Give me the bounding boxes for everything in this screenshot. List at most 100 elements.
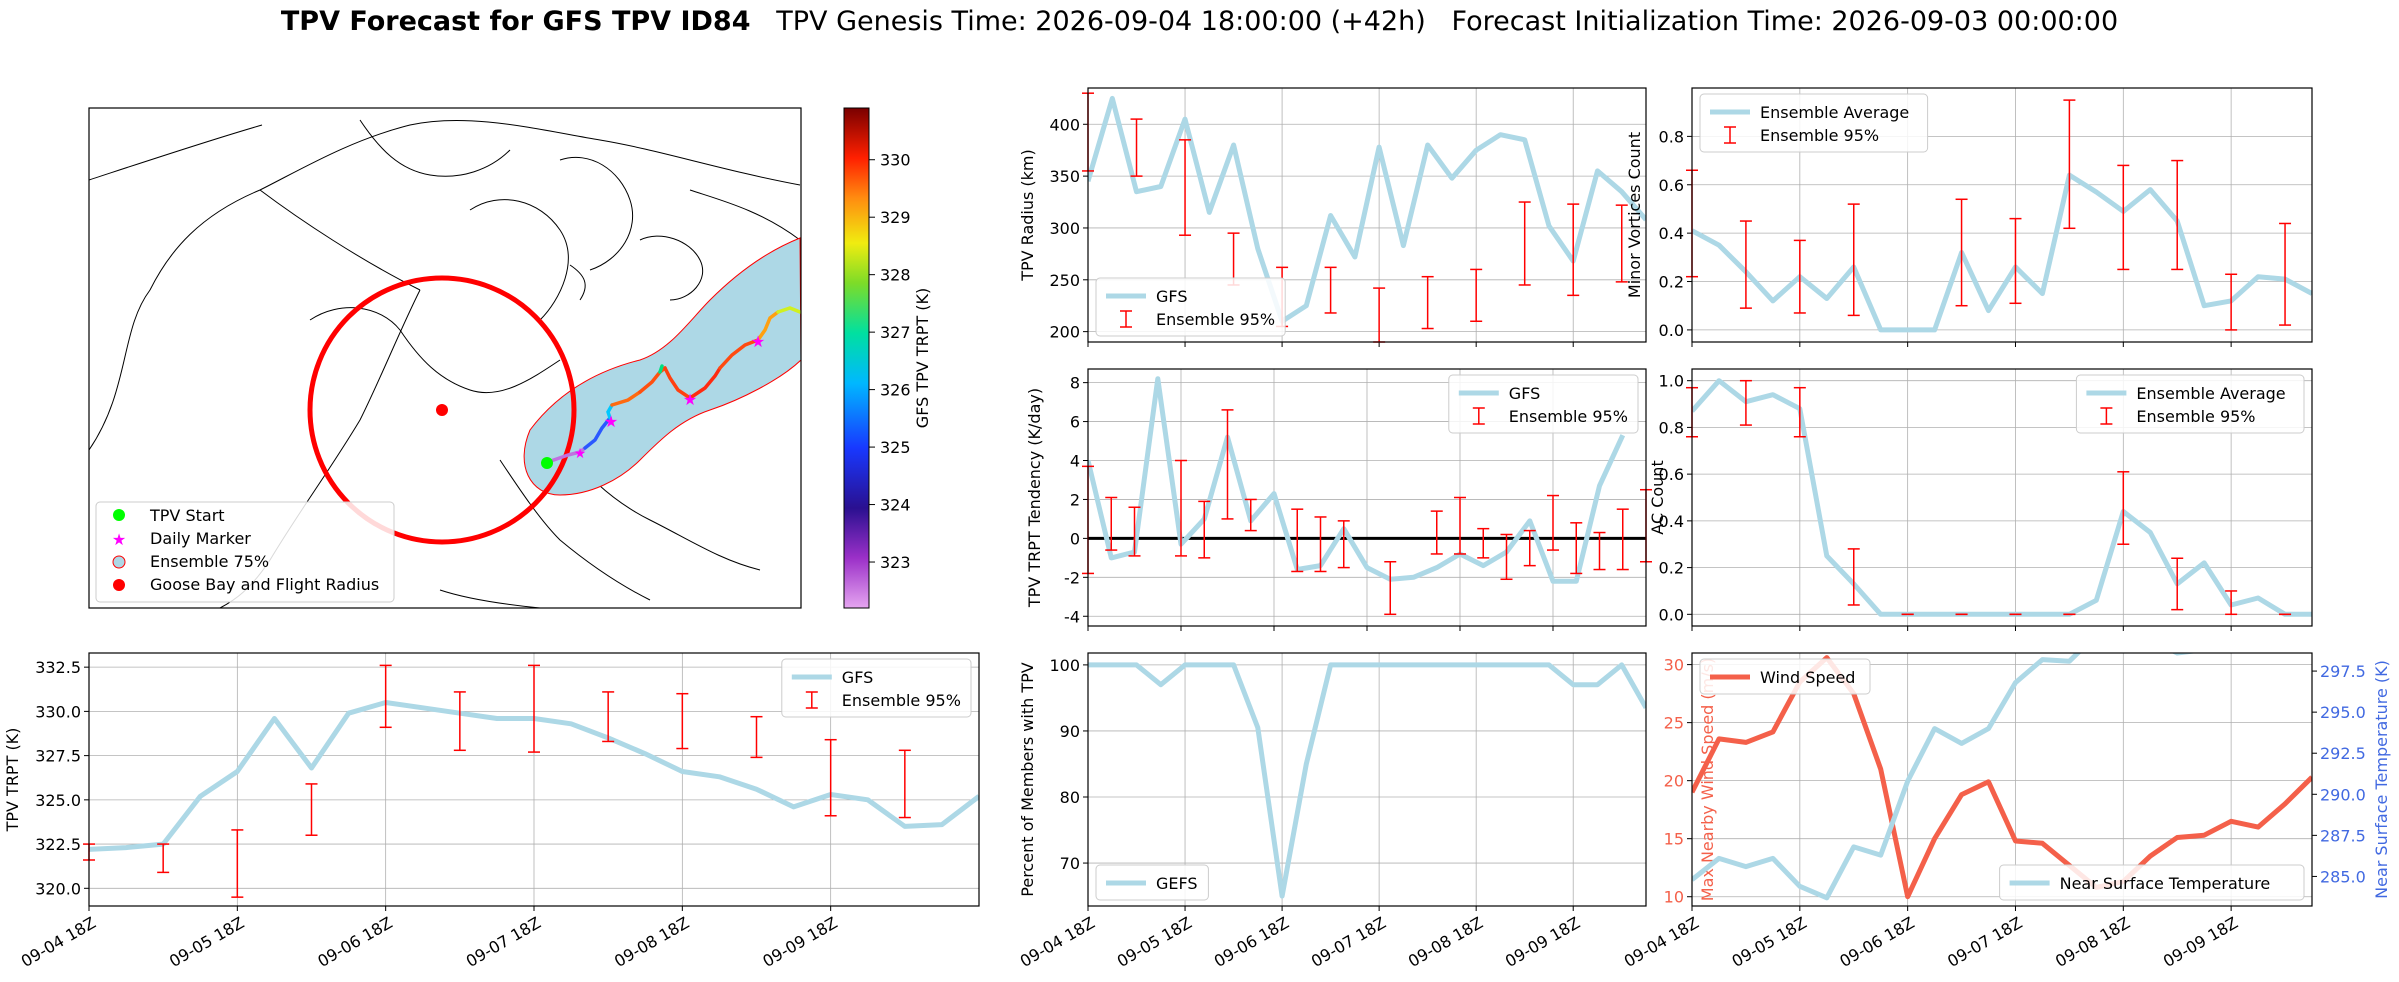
chart-percent: 70 80 90 100 Percent of Members with TPV 09-0… (1017, 652, 1647, 971)
y-tick-label: 322.5 (35, 835, 81, 854)
legend-ensemble-swatch (112, 555, 126, 569)
x-tick-label: 09-04 18Z (18, 913, 99, 971)
y-axis-label: Minor Vortices Count (1625, 132, 1644, 298)
colorbar-tick-label: 325 (880, 438, 911, 457)
y-tick-label: 25 (1664, 714, 1684, 733)
y-axis-label: Percent of Members with TPV (1018, 662, 1037, 896)
tpv-track (546, 306, 801, 464)
y-tick-label: 100 (1049, 656, 1080, 675)
colorbar-tick-label: 324 (880, 496, 911, 515)
y-tick-label: 30 (1664, 656, 1684, 675)
y-tick-label: 4 (1070, 452, 1080, 471)
chart-legend: Near Surface Temperature (1999, 864, 2305, 901)
chart-legend: GEFS (1095, 864, 1209, 901)
y-tick-label: -4 (1064, 607, 1080, 626)
y-tick-label: 20 (1664, 772, 1684, 791)
legend-frame (1095, 864, 1209, 901)
y2-axis-label: Near Surface Temperature (K) (2372, 660, 2391, 899)
y2-tick-label: 295.0 (2320, 703, 2366, 722)
goose-bay-marker (436, 404, 448, 416)
chart-legend: Wind Speed (1699, 658, 1871, 695)
legend-goose-bay-dot (113, 579, 125, 591)
colorbar-tick-label: 326 (880, 381, 911, 400)
legend-start-dot (113, 509, 125, 521)
y-tick-label: 300 (1049, 219, 1080, 238)
daily-marker: ★ (574, 446, 587, 462)
x-tick-label: 09-07 18Z (1944, 913, 2025, 971)
x-tick-label: 09-08 18Z (611, 913, 692, 971)
map-coastlines (89, 119, 801, 608)
y-tick-label: 0.4 (1659, 224, 1684, 243)
chart-legend: GFS Ensemble 95% (1095, 277, 1286, 337)
plot-frame (1691, 87, 2313, 343)
y-tick-label: 8 (1070, 374, 1080, 393)
y2-tick-label: 297.5 (2320, 662, 2366, 681)
y-tick-label: 0.2 (1659, 273, 1684, 292)
y-tick-label: 327.5 (35, 747, 81, 766)
y-tick-label: 200 (1049, 323, 1080, 342)
map-legend-label: Ensemble 75% (150, 552, 269, 571)
y-tick-label: 0.8 (1659, 418, 1684, 437)
x-tick-label: 09-08 18Z (2052, 913, 2133, 971)
y-tick-label: 332.5 (35, 658, 81, 677)
legend-frame (1095, 277, 1286, 337)
chart-legend: GFS Ensemble 95% (781, 658, 972, 718)
legend-label: GEFS (1156, 874, 1198, 893)
x-tick-label: 09-07 18Z (463, 913, 544, 971)
legend-frame (1699, 93, 1929, 153)
legend-label: Wind Speed (1760, 668, 1855, 687)
daily-marker: ★ (683, 390, 697, 409)
series-line-gfs (1088, 95, 1646, 324)
legend-daily-star: ★ (112, 530, 126, 549)
x-tick-label: 09-04 18Z (1621, 913, 1702, 971)
y-tick-label: 6 (1070, 413, 1080, 432)
colorbar-tick-label: 329 (880, 208, 911, 227)
legend-label: Ensemble Average (2136, 384, 2285, 403)
y-tick-label: 0.6 (1659, 176, 1684, 195)
y-tick-label: 400 (1049, 115, 1080, 134)
y-tick-label: 0.0 (1659, 321, 1684, 340)
map-legend-label: TPV Start (149, 506, 225, 525)
y-axis-label: TPV TRPT (K) (3, 728, 22, 833)
y-tick-label: 250 (1049, 271, 1080, 290)
x-tick-label: 09-04 18Z (1017, 913, 1098, 971)
x-tick-label: 09-06 18Z (1211, 913, 1292, 971)
y2-tick-label: 287.5 (2320, 826, 2366, 845)
map-legend-label: Goose Bay and Flight Radius (150, 575, 379, 594)
legend-frame (2075, 374, 2305, 434)
chart-legend: GFS Ensemble 95% (1448, 374, 1639, 434)
y-tick-label: 0.4 (1659, 512, 1684, 531)
x-tick-label: 09-09 18Z (2160, 913, 2241, 971)
chart-radius: 200 250 300 350 400 TPV Radius (km) GFS Ensembl… (1018, 87, 1647, 347)
map-legend-label: Daily Marker (150, 529, 251, 548)
legend-label: Near Surface Temperature (2060, 874, 2271, 893)
series-line-gefs (1088, 662, 1646, 899)
y-axis-label: Max Nearby Wind Speed (m/s) (1698, 658, 1717, 901)
y-axis-label: AC Count (1648, 460, 1667, 534)
tpv-start-marker (541, 457, 553, 469)
plot-frame (1691, 368, 2313, 627)
y-tick-label: 320.0 (35, 879, 81, 898)
plot-frame (88, 652, 980, 907)
x-tick-label: 09-07 18Z (1308, 913, 1389, 971)
y-tick-label: 330.0 (35, 702, 81, 721)
y-tick-label: 0.6 (1659, 465, 1684, 484)
legend-frame (1448, 374, 1639, 434)
x-tick-label: 09-09 18Z (1502, 913, 1583, 971)
chart-ac: 0.0 0.2 0.4 0.6 0.8 1.0 AC Count Ensemble Avera… (1648, 368, 2313, 631)
legend-label: Ensemble 95% (1156, 310, 1275, 329)
chart-tendency: -4 -2 0 2 4 6 8 TPV TRPT Tendency (K/day) GFS Ens… (1025, 368, 1652, 631)
legend-frame (1999, 864, 2305, 901)
y2-tick-label: 292.5 (2320, 744, 2366, 763)
map-frame (88, 107, 802, 609)
x-tick-label: 09-06 18Z (314, 913, 395, 971)
colorbar (843, 107, 870, 609)
plot-frame (1087, 87, 1647, 343)
y-tick-label: 0 (1070, 529, 1080, 548)
figure-title-bold: TPV Forecast for GFS TPV ID84 (280, 6, 751, 37)
daily-marker: ★ (604, 412, 618, 431)
y-axis-label: TPV Radius (km) (1018, 149, 1037, 282)
colorbar-tick-label: 328 (880, 266, 911, 285)
chart-trpt: 320.0 322.5 325.0 327.5 330.0 332.5 TPV TRPT (… (3, 652, 980, 971)
